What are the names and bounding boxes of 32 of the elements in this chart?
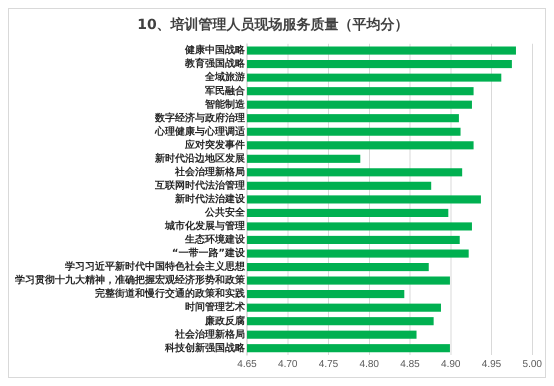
y-tick-label: 城市化发展与管理 (164, 220, 245, 232)
y-tick-label: 生态环境建设 (184, 234, 246, 246)
y-tick-label: 心理健康与心理调适 (154, 125, 246, 138)
y-tick-label: 健康中国战略 (184, 44, 246, 56)
x-tick-label: 5.00 (522, 358, 542, 370)
chart-title: 10、培训管理人员现场服务质量（平均分） (137, 16, 409, 34)
x-tick-label: 4.95 (482, 358, 502, 370)
y-tick-label: 科技创新强国战略 (164, 342, 246, 354)
y-tick-label: 互联网时代法治管理 (154, 179, 245, 192)
y-tick-label: 应对突发事件 (184, 138, 245, 151)
y-tick-label: 智能制造 (204, 98, 246, 110)
y-tick-label: 教育强国战略 (184, 58, 246, 70)
y-tick-label: 学习贯彻十九大精神，准确把握宏观经济形势和政策 (15, 274, 246, 286)
y-tick-label: 全域旅游 (204, 71, 245, 84)
y-tick-label: 新时代法治建设 (174, 192, 246, 205)
y-tick-label: 时间管理艺术 (185, 301, 246, 314)
y-tick-label: 公共安全 (204, 206, 246, 219)
y-tick-label: 社会治理新格局 (174, 328, 245, 340)
y-tick-label: 新时代沿边地区发展 (154, 152, 245, 164)
x-tick-label: 4.70 (278, 358, 298, 370)
y-tick-label: 军民融合 (205, 84, 246, 97)
y-tick-label: 廉政反腐 (204, 314, 245, 327)
y-tick-label: “一带一路”建设 (172, 247, 246, 260)
y-tick-label: 社会治理新格局 (174, 166, 245, 178)
x-tick-label: 4.85 (400, 358, 420, 370)
x-tick-label: 4.90 (441, 358, 461, 370)
y-tick-label: 数字经济与政府治理 (154, 112, 245, 124)
x-tick-label: 4.75 (318, 358, 339, 370)
y-tick-label: 完整街道和慢行交通的政策和实践 (95, 288, 245, 300)
x-tick-label: 4.65 (237, 358, 258, 370)
x-tick-label: 4.80 (360, 358, 380, 370)
y-tick-label: 学习习近平新时代中国特色社会主义思想 (65, 260, 246, 273)
